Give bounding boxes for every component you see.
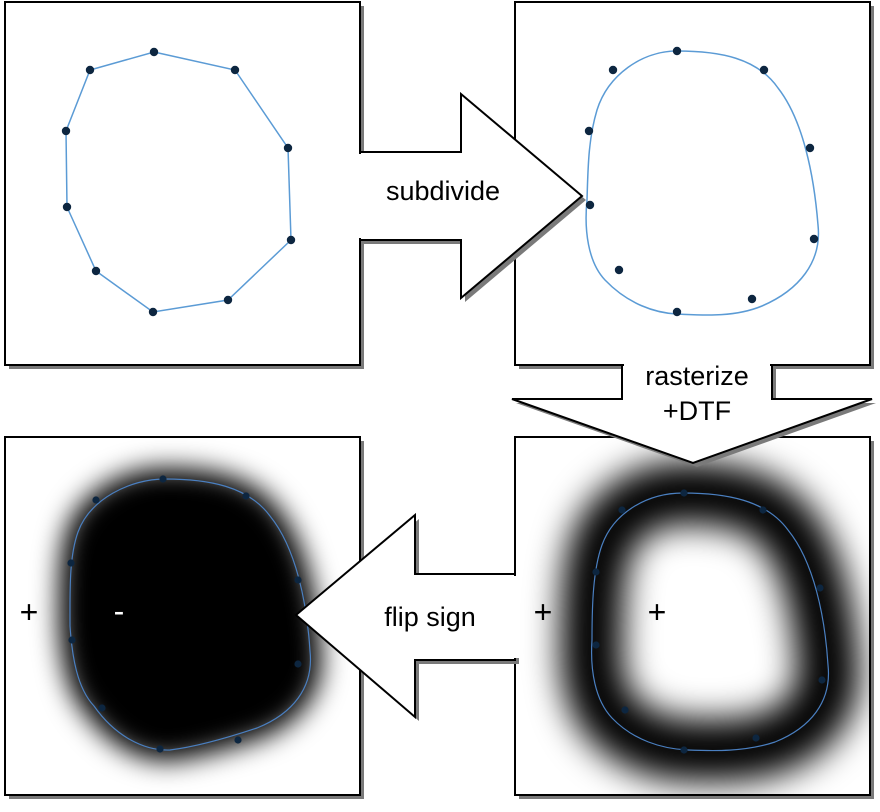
control-point bbox=[592, 568, 600, 576]
control-point bbox=[747, 294, 757, 304]
rasterize-label: rasterize bbox=[645, 361, 749, 391]
control-point bbox=[672, 307, 682, 317]
dtf-inside-sign: + bbox=[648, 594, 667, 630]
control-point bbox=[62, 202, 72, 212]
control-point bbox=[816, 584, 824, 592]
arrow-rasterize: rasterize +DTF bbox=[511, 360, 876, 467]
dtf-outside-sign: + bbox=[534, 594, 553, 630]
control-point bbox=[286, 235, 296, 245]
control-point bbox=[68, 636, 76, 644]
flipped-outside-sign: + bbox=[20, 594, 39, 630]
flipped-inside-sign: - bbox=[114, 593, 125, 629]
arrow-body bbox=[511, 364, 873, 465]
arrow-body bbox=[294, 512, 516, 720]
control-point bbox=[759, 65, 769, 75]
panel-distance-field: + + bbox=[514, 436, 871, 796]
control-point bbox=[809, 234, 819, 244]
flip-sign-label: flip sign bbox=[384, 602, 476, 632]
control-point bbox=[85, 65, 95, 75]
control-point bbox=[805, 143, 815, 153]
control-point bbox=[680, 746, 688, 754]
control-point bbox=[818, 676, 826, 684]
dtf-label: +DTF bbox=[663, 396, 731, 426]
control-point bbox=[234, 736, 242, 744]
smooth-curve bbox=[585, 50, 820, 316]
control-point bbox=[61, 126, 71, 136]
subdivide-label: subdivide bbox=[386, 176, 500, 206]
control-point bbox=[294, 660, 302, 668]
control-point bbox=[618, 506, 626, 514]
control-point bbox=[614, 265, 624, 275]
signed-field-fill bbox=[58, 468, 322, 761]
control-point bbox=[283, 143, 293, 153]
control-point bbox=[230, 65, 240, 75]
smooth-curve bbox=[69, 478, 312, 751]
control-point bbox=[759, 506, 767, 514]
curve-points bbox=[67, 475, 302, 753]
control-point bbox=[294, 576, 302, 584]
control-point bbox=[608, 65, 618, 75]
control-point bbox=[752, 734, 760, 742]
arrow-subdivide: subdivide bbox=[355, 91, 586, 302]
control-point bbox=[67, 559, 75, 567]
control-point bbox=[585, 200, 595, 210]
control-point bbox=[680, 489, 688, 497]
control-point bbox=[223, 295, 233, 305]
panel-subdivided-curve bbox=[514, 1, 871, 366]
control-point bbox=[91, 266, 101, 276]
control-point bbox=[148, 307, 158, 317]
control-points bbox=[61, 47, 296, 317]
curve-points bbox=[584, 46, 819, 317]
panel-control-polygon bbox=[4, 1, 361, 366]
control-point bbox=[621, 706, 629, 714]
curve-points bbox=[592, 489, 826, 754]
arrow-flip-sign: flip sign bbox=[294, 512, 520, 721]
control-point bbox=[98, 704, 106, 712]
control-point bbox=[242, 492, 250, 500]
control-point bbox=[584, 126, 594, 136]
control-point bbox=[92, 496, 100, 504]
control-point bbox=[592, 641, 600, 649]
control-point bbox=[156, 745, 164, 753]
control-point bbox=[159, 475, 167, 483]
control-point bbox=[672, 46, 682, 56]
arrow-body bbox=[359, 91, 584, 301]
control-point bbox=[149, 47, 159, 57]
